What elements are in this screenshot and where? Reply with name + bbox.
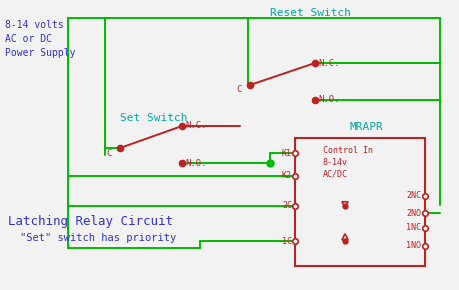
Text: K1: K1 — [281, 148, 291, 157]
Text: MRAPR: MRAPR — [349, 122, 382, 132]
Text: N.O.: N.O. — [185, 159, 206, 168]
Text: C: C — [106, 148, 111, 157]
Text: K2: K2 — [281, 171, 291, 180]
Text: "Set" switch has priority: "Set" switch has priority — [20, 233, 176, 243]
Bar — [294, 138, 424, 266]
Text: N.O.: N.O. — [317, 95, 339, 104]
Text: 1C: 1C — [281, 237, 291, 246]
Text: 2NC: 2NC — [405, 191, 420, 200]
Text: 2C: 2C — [281, 202, 291, 211]
Text: Latching Relay Circuit: Latching Relay Circuit — [8, 215, 173, 229]
Text: C: C — [235, 86, 241, 95]
Text: N.C.: N.C. — [317, 59, 339, 68]
Text: 1NO: 1NO — [405, 242, 420, 251]
Text: 1NC: 1NC — [405, 224, 420, 233]
Text: Control In
8-14v
AC/DC: Control In 8-14v AC/DC — [322, 146, 372, 179]
Text: Reset Switch: Reset Switch — [269, 8, 350, 18]
Text: N.C.: N.C. — [185, 122, 206, 130]
Text: 2NO: 2NO — [405, 209, 420, 218]
Text: 8-14 volts
AC or DC
Power Supply: 8-14 volts AC or DC Power Supply — [5, 20, 75, 58]
Text: Set Switch: Set Switch — [120, 113, 187, 123]
